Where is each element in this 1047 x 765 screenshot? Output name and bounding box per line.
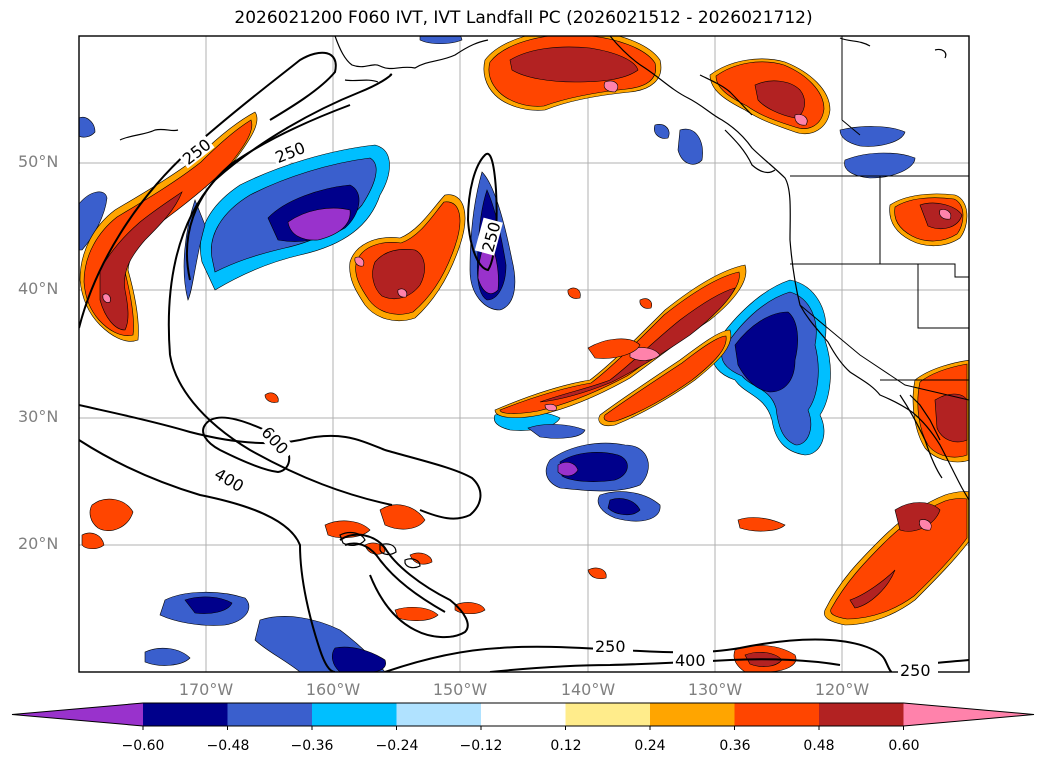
- colorbar-tick-label: −0.12: [459, 738, 503, 754]
- positive-pc-regions: [79, 36, 969, 672]
- lat-label-20n: 20°N: [18, 534, 59, 553]
- lon-label-160w: 160°W: [305, 680, 361, 699]
- colorbar-tick-label: −0.60: [121, 738, 165, 754]
- colorbar-tick-label: 0.12: [550, 738, 582, 754]
- coastlines: [119, 36, 969, 569]
- contour-labels: 250 250 250 600 400 250 400 250: [175, 131, 938, 680]
- colorbar-segment: [734, 703, 820, 726]
- colorbar-extension-low: [12, 703, 143, 726]
- colorbar-tick-label: 0.36: [719, 738, 751, 754]
- lon-label-170w: 170°W: [178, 680, 234, 699]
- lon-label-120w: 120°W: [814, 680, 870, 699]
- lat-label-30n: 30°N: [18, 407, 59, 426]
- colorbar-segment: [650, 703, 735, 726]
- colorbar: [11, 702, 1035, 730]
- colorbar-segment: [481, 703, 566, 726]
- colorbar-segment: [143, 703, 228, 726]
- colorbar-tick-label: −0.24: [375, 738, 419, 754]
- colorbar-segment: [565, 703, 651, 726]
- gridlines: [79, 36, 969, 672]
- lat-label-50n: 50°N: [18, 152, 59, 171]
- colorbar-segment: [819, 703, 904, 726]
- plot-frame: [78, 35, 970, 673]
- lon-label-140w: 140°W: [560, 680, 616, 699]
- colorbar-segment: [312, 703, 397, 726]
- colorbar-tick-label: 0.60: [888, 738, 920, 754]
- contour-label-250-d: 250: [595, 637, 626, 656]
- colorbar-tick-label: −0.48: [206, 738, 250, 754]
- colorbar-segment: [227, 703, 313, 726]
- political-borders: [790, 36, 969, 401]
- lat-label-40n: 40°N: [18, 279, 59, 298]
- contour-label-250-e: 250: [900, 661, 931, 680]
- colorbar-tick-label: 0.24: [634, 738, 666, 754]
- contour-label-400-b: 400: [675, 651, 706, 670]
- colorbar-segment: [396, 703, 482, 726]
- map-title: 2026021200 F060 IVT, IVT Landfall PC (20…: [234, 8, 813, 28]
- colorbar-extension-high: [903, 703, 1034, 726]
- lon-label-150w: 150°W: [432, 680, 488, 699]
- colorbar-tick-label: −0.36: [290, 738, 334, 754]
- lon-label-130w: 130°W: [687, 680, 743, 699]
- colorbar-tick-label: 0.48: [803, 738, 835, 754]
